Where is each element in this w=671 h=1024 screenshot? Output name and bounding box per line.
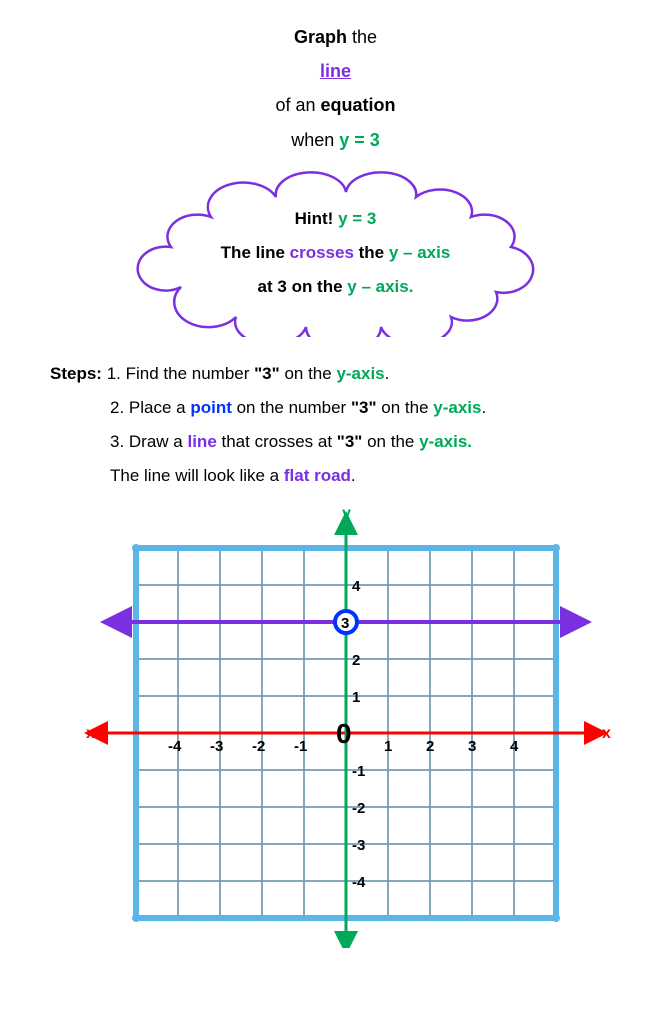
step4-a: The line will look like a [110, 466, 284, 485]
step2-point: point [190, 398, 236, 417]
step1-yaxis: y-axis [336, 364, 384, 383]
hint-l2c: the [359, 243, 389, 262]
step3-d: "3" [337, 432, 367, 451]
title-ofan: of an [275, 95, 320, 115]
svg-text:-3: -3 [352, 837, 365, 854]
step3-a: 3. Draw a [110, 432, 187, 451]
svg-text:2: 2 [426, 738, 434, 755]
svg-text:0: 0 [336, 718, 352, 749]
svg-text:-4: -4 [352, 874, 366, 891]
steps-block: Steps: 1. Find the number "3" on the y-a… [50, 357, 641, 493]
title-block: Graph the line of an equation when y = 3 [30, 20, 641, 157]
step1-e: . [385, 364, 390, 383]
hint-y-eq-3: y = 3 [338, 209, 376, 228]
title-when: when [291, 130, 339, 150]
title-the: the [352, 27, 377, 47]
svg-text:4: 4 [510, 738, 519, 755]
hint-y-axis-2: y – axis. [347, 277, 413, 296]
step2-c: on the number [237, 398, 351, 417]
hint-cloud: Hint! y = 3 The line crosses the y – axi… [121, 167, 551, 337]
svg-text:2: 2 [352, 652, 360, 669]
steps-label: Steps: [50, 364, 102, 383]
coordinate-graph: x x y y -4 -3 -2 -1 1 2 3 4 -4 -3 -2 -1 1 2 4 0 3 [56, 508, 616, 953]
svg-text:-2: -2 [352, 800, 365, 817]
svg-text:y: y [342, 945, 351, 948]
svg-text:1: 1 [384, 738, 392, 755]
svg-text:-4: -4 [168, 738, 182, 755]
step1-b: "3" [254, 364, 284, 383]
svg-text:x: x [602, 725, 611, 742]
hint-l2a: The line [221, 243, 290, 262]
step2-e: on the [381, 398, 433, 417]
step4-c: . [351, 466, 356, 485]
svg-text:1: 1 [352, 689, 360, 706]
svg-text:-2: -2 [252, 738, 265, 755]
hint-y-axis-1: y – axis [389, 243, 450, 262]
step3-line: line [187, 432, 221, 451]
step3-e: on the [367, 432, 419, 451]
step2-g: . [481, 398, 486, 417]
title-line: line [320, 61, 351, 81]
step4-flat-road: flat road [284, 466, 351, 485]
step2-yaxis: y-axis [433, 398, 481, 417]
svg-text:3: 3 [468, 738, 476, 755]
step2-a: 2. Place a [110, 398, 190, 417]
hint-crosses: crosses [290, 243, 359, 262]
svg-text:x: x [86, 725, 95, 742]
svg-text:-3: -3 [210, 738, 223, 755]
svg-text:4: 4 [352, 578, 361, 595]
graph-svg: x x y y -4 -3 -2 -1 1 2 3 4 -4 -3 -2 -1 1 2 4 0 3 [56, 508, 616, 948]
svg-text:y: y [342, 508, 351, 522]
title-y-eq-3: y = 3 [339, 130, 380, 150]
title-equation: equation [321, 95, 396, 115]
hint-label: Hint! [295, 209, 338, 228]
step3-yaxis: y-axis. [419, 432, 472, 451]
step2-d: "3" [351, 398, 381, 417]
svg-text:-1: -1 [352, 763, 365, 780]
svg-text:-1: -1 [294, 738, 307, 755]
step1-c: on the [284, 364, 336, 383]
svg-text:3: 3 [341, 615, 349, 632]
step3-c: that crosses at [222, 432, 337, 451]
hint-l3a: at 3 on the [258, 277, 348, 296]
step1-a: 1. Find the number [107, 364, 254, 383]
title-graph: Graph [294, 27, 352, 47]
